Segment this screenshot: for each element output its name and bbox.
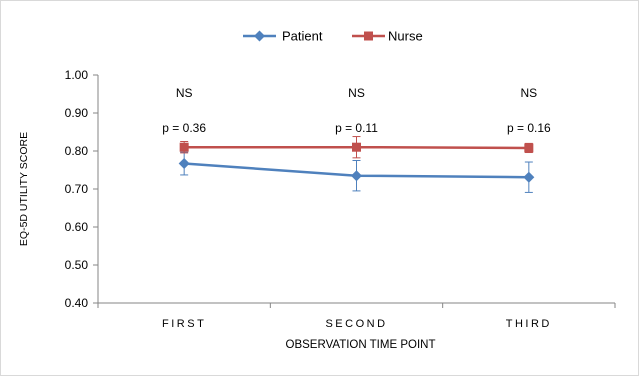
nurse-series	[179, 136, 534, 159]
y-tick-label: 0.50	[65, 258, 89, 272]
y-tick-label: 0.60	[65, 220, 89, 234]
nurse-point	[179, 142, 189, 152]
patient-point	[523, 171, 535, 183]
y-tick-label: 0.90	[65, 106, 89, 120]
y-tick-label: 0.80	[65, 144, 89, 158]
y-axis-title: EQ-5D UTILITY SCORE	[18, 132, 30, 246]
significance-label: NS	[176, 86, 193, 100]
legend: Patient Nurse	[243, 29, 423, 44]
legend-item-nurse: Nurse	[352, 29, 423, 44]
nurse-point	[524, 143, 534, 153]
y-tick-label: 0.70	[65, 182, 89, 196]
significance-label: NS	[348, 86, 365, 100]
p-value-label: p = 0.16	[507, 121, 551, 135]
legend-marker-nurse	[364, 31, 373, 41]
patient-point	[351, 170, 362, 182]
x-tick-label: SECOND	[325, 318, 387, 330]
p-value-label: p = 0.11	[335, 121, 378, 135]
x-tick-label: FIRST	[162, 318, 206, 330]
y-axis: 0.40 0.50 0.60 0.70 0.80 0.90 1.00	[65, 68, 99, 310]
y-tick-label: 0.40	[65, 296, 89, 310]
patient-series	[178, 151, 535, 193]
legend-item-patient: Patient	[243, 29, 323, 44]
series-layer	[178, 136, 535, 193]
x-tick-label: THIRD	[506, 318, 552, 330]
legend-label-patient: Patient	[282, 29, 323, 44]
significance-label: NS	[520, 86, 537, 100]
nurse-point	[352, 142, 361, 152]
annotations: NS p = 0.36 NS p = 0.11 NS p = 0.16	[162, 86, 551, 135]
legend-marker-patient	[254, 30, 265, 42]
patient-point	[178, 158, 190, 170]
x-axis: FIRST SECOND THIRD	[97, 302, 616, 330]
x-axis-title: OBSERVATION TIME POINT	[286, 339, 436, 351]
legend-label-nurse: Nurse	[388, 29, 423, 44]
p-value-label: p = 0.36	[162, 121, 206, 135]
y-tick-label: 1.00	[65, 68, 89, 82]
